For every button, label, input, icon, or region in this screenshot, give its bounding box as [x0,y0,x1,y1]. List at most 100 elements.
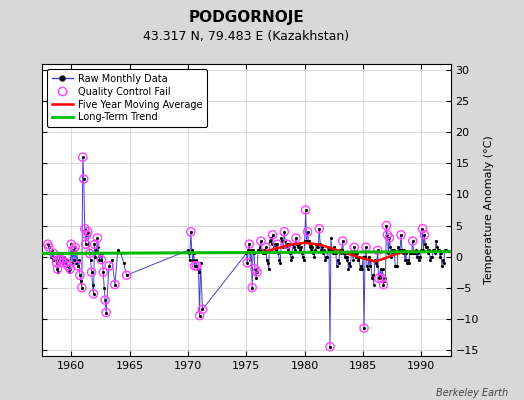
Point [303,228,312,235]
Point [348,250,356,257]
Point [382,222,390,229]
Point [91,253,100,260]
Point [409,238,417,244]
Point [90,241,99,247]
Point [334,256,342,263]
Point [321,256,329,263]
Point [61,256,70,263]
Point [51,253,60,260]
Point [247,247,255,254]
Point [370,256,379,263]
Point [98,250,106,257]
Point [54,269,63,275]
Point [105,263,113,269]
Point [398,247,406,254]
Point [287,256,295,263]
Point [393,263,401,269]
Point [344,266,353,272]
Point [346,263,355,269]
Point [377,275,386,282]
Point [75,256,83,263]
Point [418,226,427,232]
Point [331,250,339,257]
Point [429,247,438,254]
Point [189,256,197,263]
Point [57,256,66,263]
Point [196,260,205,266]
Legend: Raw Monthly Data, Quality Control Fail, Five Year Moving Average, Long-Term Tren: Raw Monthly Data, Quality Control Fail, … [47,69,208,127]
Point [382,222,390,229]
Point [352,253,361,260]
Point [375,275,383,282]
Point [123,272,131,278]
Point [57,256,66,263]
Point [248,284,256,291]
Point [342,256,351,263]
Point [187,228,195,235]
Point [58,250,67,257]
Point [435,247,443,254]
Point [316,241,324,247]
Point [422,244,431,250]
Point [292,235,300,241]
Point [279,244,288,250]
Point [359,253,367,260]
Point [336,250,345,257]
Point [105,263,113,269]
Point [243,260,252,266]
Point [123,272,131,278]
Point [187,228,195,235]
Point [263,256,271,263]
Point [93,235,102,241]
Point [248,284,256,291]
Point [354,256,363,263]
Point [93,235,102,241]
Point [327,235,335,241]
Point [379,281,388,288]
Point [97,256,105,263]
Point [375,272,384,278]
Point [82,232,91,238]
Point [95,256,104,263]
Point [392,263,400,269]
Point [434,247,442,254]
Point [428,253,436,260]
Point [330,244,338,250]
Point [65,269,73,275]
Point [413,250,422,257]
Point [101,297,110,303]
Point [258,247,266,254]
Point [85,250,94,257]
Point [339,238,347,244]
Point [405,260,413,266]
Point [421,241,430,247]
Point [315,226,323,232]
Point [406,250,414,257]
Point [293,241,301,247]
Point [271,244,280,250]
Point [412,253,421,260]
Point [101,297,110,303]
Point [71,244,79,250]
Point [286,250,294,257]
Point [420,232,429,238]
Point [45,244,53,250]
Point [100,284,108,291]
Point [399,250,407,257]
Point [47,253,55,260]
Point [319,250,328,257]
Point [332,250,340,257]
Point [256,244,264,250]
Point [191,263,199,269]
Point [49,250,58,257]
Point [184,247,192,254]
Point [363,263,371,269]
Point [305,244,314,250]
Point [53,266,62,272]
Point [337,247,346,254]
Point [78,284,86,291]
Point [343,253,352,260]
Point [88,269,96,275]
Point [50,256,59,263]
Point [277,235,286,241]
